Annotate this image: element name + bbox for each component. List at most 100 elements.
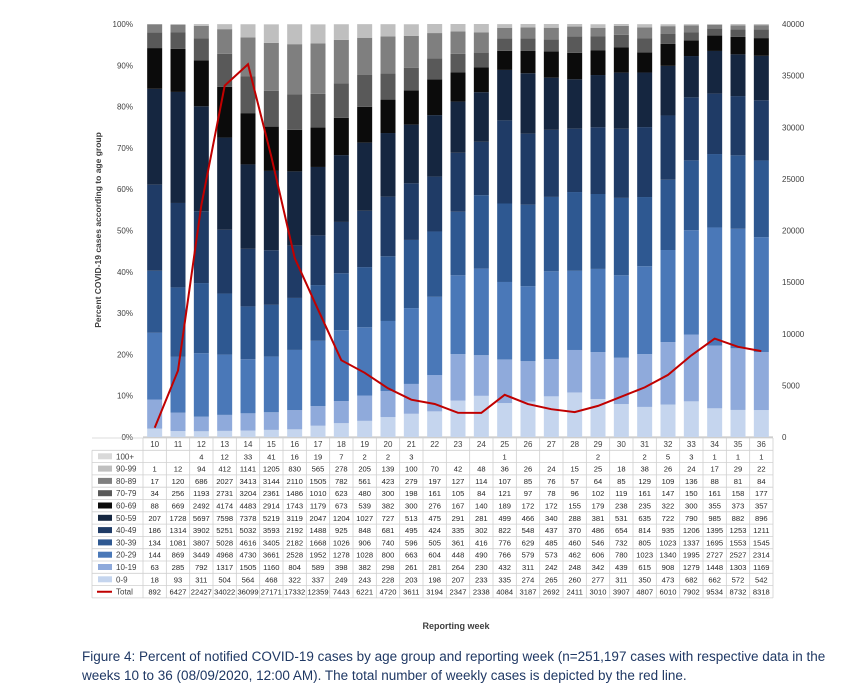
table-cell: 1553 [730, 538, 747, 547]
table-cell: 2 [596, 452, 600, 461]
bar-segment [380, 99, 396, 134]
bar-segment [660, 342, 676, 405]
bar-segment [753, 25, 769, 30]
table-cell: 48 [477, 465, 485, 474]
table-cell: 88 [710, 477, 718, 486]
legend-label: 90-99 [116, 465, 137, 474]
table-cell: 17 [150, 477, 158, 486]
table-cell: 1279 [683, 563, 700, 572]
table-cell: 6010 [660, 588, 677, 597]
bar-segment [357, 142, 373, 211]
table-cell: 198 [428, 575, 441, 584]
x-tick-label: 22 [430, 440, 439, 449]
table-cell: 8318 [753, 588, 770, 597]
bar-segment [427, 176, 443, 232]
table-cell: 573 [545, 551, 558, 560]
table-cell: 107 [498, 477, 511, 486]
bar-segment [357, 106, 373, 143]
table-cell: 281 [475, 514, 488, 523]
bar-segment [450, 275, 466, 355]
bar-segment [333, 401, 349, 424]
bar-segment [147, 88, 163, 185]
table-cell: 276 [428, 502, 441, 511]
legend-swatch [98, 576, 112, 583]
legend-swatch [98, 453, 112, 460]
bar-segment [287, 429, 303, 437]
bar-segment [567, 36, 583, 53]
bar-segment [193, 353, 209, 417]
bar-segment [147, 332, 163, 400]
table-cell: 623 [335, 489, 348, 498]
table-cell: 84 [757, 477, 765, 486]
bar-segment [730, 24, 746, 26]
bar-segment [567, 26, 583, 37]
x-tick-label: 16 [290, 440, 299, 449]
table-cell: 5 [666, 452, 670, 461]
bar-segment [637, 52, 653, 73]
legend-label: 40-49 [116, 526, 137, 535]
table-cell: 42 [454, 465, 462, 474]
bar-segment [590, 36, 606, 51]
bar-segment [240, 113, 256, 165]
table-cell: 495 [405, 526, 418, 535]
table-cell: 848 [358, 526, 371, 535]
table-cell: 5219 [263, 514, 280, 523]
bar-segment [730, 54, 746, 97]
table-cell: 382 [358, 563, 371, 572]
bar-segment [263, 429, 279, 437]
x-tick-label: 36 [757, 440, 766, 449]
bar-segment [193, 416, 209, 432]
table-cell: 985 [708, 514, 721, 523]
bar-segment [520, 38, 536, 51]
table-cell: 906 [358, 538, 371, 547]
bar-segment [753, 29, 769, 39]
table-cell: 1695 [706, 538, 723, 547]
bar-segment [753, 24, 769, 26]
table-cell: 134 [148, 538, 161, 547]
table-cell: 205 [358, 465, 371, 474]
table-cell: 1317 [216, 563, 233, 572]
table-cell: 242 [545, 563, 558, 572]
x-tick-label: 25 [500, 440, 509, 449]
table-cell: 504 [218, 575, 231, 584]
bar-segment [427, 33, 443, 59]
table-cell: 179 [592, 502, 605, 511]
table-cell: 2192 [286, 526, 303, 535]
bar-segment [637, 38, 653, 53]
bar-segment [567, 79, 583, 129]
bar-segment [357, 395, 373, 421]
table-cell: 207 [452, 575, 465, 584]
table-cell: 350 [638, 575, 651, 584]
bar-segment [473, 268, 489, 356]
table-cell: 3907 [613, 588, 630, 597]
table-cell: 64 [594, 477, 602, 486]
bar-segment [170, 91, 186, 203]
x-tick-label: 29 [594, 440, 603, 449]
table-cell: 19 [314, 452, 322, 461]
table-cell: 869 [172, 551, 185, 560]
table-cell: 16 [290, 452, 298, 461]
table-cell: 139 [382, 465, 395, 474]
bar-segment [333, 117, 349, 156]
table-cell: 36099 [237, 588, 258, 597]
table-cell: 3661 [263, 551, 280, 560]
table-cell: 635 [638, 514, 651, 523]
table-cell: 629 [522, 538, 535, 547]
y-tick-label: 0% [121, 433, 133, 442]
legend-swatch [98, 527, 112, 534]
stacked-bars [147, 24, 769, 437]
table-cell: 88 [150, 502, 158, 511]
table-cell: 129 [638, 477, 651, 486]
table-cell: 1 [503, 452, 507, 461]
bar-segment [427, 79, 443, 116]
bar-segment [287, 129, 303, 172]
table-cell: 3187 [520, 588, 537, 597]
table-cell: 3413 [240, 477, 257, 486]
bar-segment [497, 203, 513, 282]
table-cell: 298 [382, 563, 395, 572]
bar-segment [753, 55, 769, 101]
table-cell: 1141 [240, 465, 256, 474]
table-cell: 260 [568, 575, 581, 584]
table-cell: 189 [498, 502, 511, 511]
bar-segment [660, 404, 676, 437]
